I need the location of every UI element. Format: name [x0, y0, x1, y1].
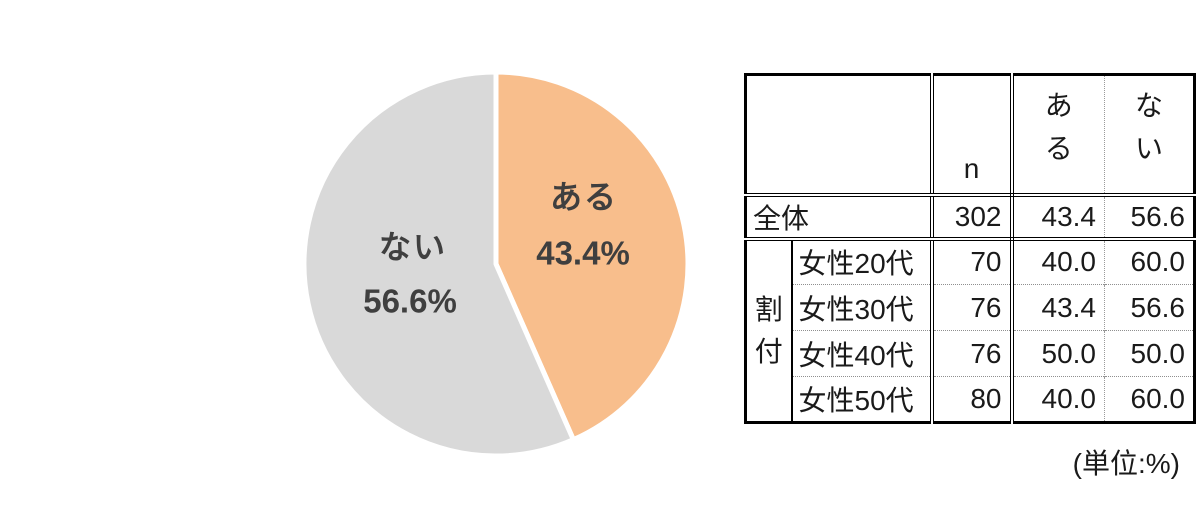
pie-chart-svg	[302, 69, 691, 459]
table-row-f40: 女性40代 76 50.0 50.0	[746, 330, 1195, 377]
f50-nai: 60.0	[1104, 376, 1195, 423]
f30-n: 76	[929, 284, 1014, 331]
f40-n: 76	[929, 330, 1014, 377]
header-aru-text: ある	[1044, 90, 1073, 165]
overall-n: 302	[929, 194, 1014, 241]
header-nai-text: ない	[1134, 90, 1163, 165]
unit-note: (単位:%)	[1072, 448, 1180, 479]
f20-label: 女性20代	[798, 248, 914, 280]
pie-label-nai: ない	[378, 229, 448, 265]
pie-slice-nai	[302, 69, 576, 459]
overall-label: 全体	[745, 194, 932, 241]
f40-nai: 50.0	[1104, 330, 1195, 377]
header-n: n	[929, 74, 1014, 197]
f30-aru: 43.4	[1011, 284, 1105, 331]
overall-aru: 43.4	[1011, 194, 1105, 241]
f40-label: 女性40代	[791, 330, 932, 377]
f30-label: 女性30代	[791, 284, 932, 331]
header-nai: ない	[1104, 74, 1195, 197]
group-label-cell: 割付	[745, 238, 793, 423]
f50-label: 女性50代	[791, 376, 932, 423]
pie-value-nai: 56.6%	[363, 282, 457, 320]
overall-nai: 56.6	[1104, 194, 1195, 241]
group-label-text: 割付	[754, 293, 783, 367]
f50-n: 80	[929, 376, 1014, 423]
table-row-f20: 割付 女性20代 70 40.0 60.0	[745, 238, 1195, 423]
header-empty-cell	[745, 74, 932, 197]
f30-nai: 56.6	[1104, 284, 1195, 331]
f20-aru: 40.0	[1011, 238, 1105, 285]
table-row-overall: 全体 302 43.4 56.6	[745, 194, 1195, 241]
pie-slice-aru	[493, 69, 691, 443]
table-row-f50: 女性50代 80 40.0 60.0	[746, 376, 1195, 423]
f40-aru: 50.0	[1011, 330, 1105, 377]
table-header-row: n ある ない	[745, 74, 1195, 197]
f20-nai: 60.0	[1130, 246, 1186, 278]
pie-chart	[302, 64, 694, 464]
f50-aru: 40.0	[1011, 376, 1105, 423]
f20-n: 70	[929, 238, 1014, 285]
pie-label-aru: ある	[549, 179, 619, 215]
table-row-f30: 女性30代 76 43.4 56.6	[746, 284, 1195, 331]
header-aru: ある	[1011, 74, 1105, 197]
stats-table: n ある ない 全体 302 43.4 56.6 割付 女性20代 70 40.…	[744, 73, 1196, 424]
pie-value-aru: 43.4%	[536, 234, 630, 272]
